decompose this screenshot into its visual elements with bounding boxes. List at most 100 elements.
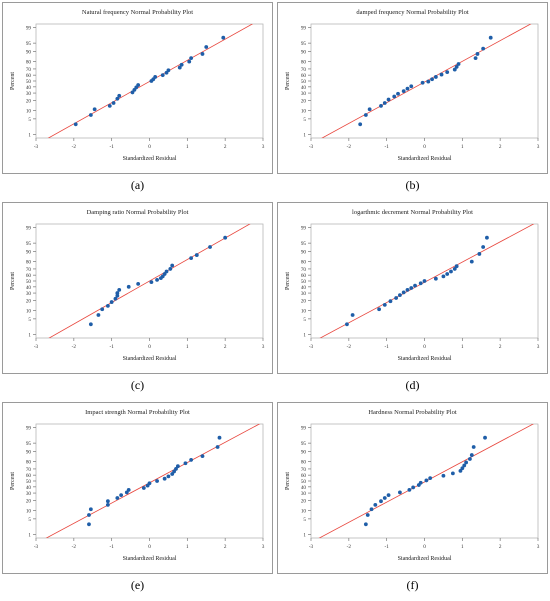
y-tick-label: 95	[26, 241, 32, 247]
y-tick-label: 95	[301, 241, 307, 247]
x-tick-label: -2	[347, 544, 352, 550]
data-point	[208, 245, 212, 249]
data-point	[426, 79, 431, 84]
y-tick-label: 90	[301, 50, 307, 56]
y-tick-label: 40	[26, 485, 32, 491]
data-point	[179, 62, 184, 67]
data-point	[413, 283, 417, 288]
data-point	[147, 481, 152, 486]
data-point	[464, 460, 469, 465]
chart-title: Impact strength Normal Probability Plot	[85, 409, 190, 416]
data-point	[445, 70, 450, 75]
data-point	[166, 474, 171, 479]
data-point	[88, 113, 93, 117]
data-point	[485, 235, 489, 240]
data-point	[454, 64, 459, 69]
data-point	[407, 487, 412, 492]
data-point	[409, 84, 414, 89]
data-point	[481, 245, 486, 249]
data-point	[350, 313, 355, 317]
y-tick-label: 70	[26, 467, 32, 473]
y-tick-label: 95	[301, 441, 307, 447]
y-tick-label: 60	[26, 473, 32, 479]
data-point	[119, 493, 124, 498]
x-tick-label: -1	[385, 344, 390, 350]
y-tick-label: 99	[301, 425, 307, 431]
y-tick-label: 5	[303, 117, 306, 123]
x-tick-label: -1	[110, 544, 115, 550]
y-tick-label: 90	[26, 50, 32, 56]
panel-caption: (a)	[130, 178, 145, 192]
y-tick-label: 50	[26, 279, 32, 285]
y-tick-label: 1	[28, 333, 31, 339]
chart-panel-1: Natural frequency Normal Probability Plo…	[2, 2, 273, 198]
data-point	[449, 269, 453, 274]
data-point	[168, 267, 173, 271]
data-point	[396, 91, 400, 96]
data-point	[420, 80, 425, 85]
x-axis-label: Standardized Residual	[123, 556, 177, 562]
y-tick-label: 80	[301, 460, 307, 466]
data-point	[162, 476, 167, 481]
y-tick-label: 50	[26, 79, 32, 85]
data-point	[136, 281, 141, 286]
y-tick-label: 10	[26, 308, 32, 314]
data-point	[398, 293, 402, 298]
y-tick-label: 5	[28, 117, 31, 123]
y-tick-label: 80	[26, 60, 32, 66]
data-point	[174, 467, 178, 471]
data-point	[189, 56, 194, 61]
data-point	[418, 480, 423, 485]
x-tick-label: -2	[72, 344, 77, 350]
x-tick-label: 1	[461, 544, 464, 550]
data-point	[149, 280, 154, 285]
data-point	[187, 59, 192, 64]
chart-title: Natural frequency Normal Probability Plo…	[82, 9, 193, 16]
data-point	[488, 35, 493, 40]
y-axis-label: Percent	[10, 272, 16, 290]
x-tick-label: -3	[309, 144, 314, 150]
y-tick-label: 10	[301, 508, 307, 514]
chart-border	[277, 2, 548, 174]
data-point	[87, 522, 91, 527]
chart-title: Damping ratio Normal Probability Plot	[87, 209, 189, 216]
data-point	[458, 468, 463, 473]
data-point	[433, 75, 438, 79]
x-axis-label: Standardized Residual	[398, 356, 452, 362]
data-point	[452, 67, 457, 72]
panel-caption: (c)	[130, 378, 145, 392]
data-point	[386, 493, 391, 498]
x-tick-label: -3	[34, 344, 39, 350]
x-tick-label: -1	[110, 344, 115, 350]
y-tick-label: 70	[301, 67, 307, 73]
chart-panel-4: logarthmic decrement Normal Probability …	[277, 202, 548, 398]
x-tick-label: 2	[224, 344, 227, 350]
data-point	[441, 274, 446, 279]
data-point	[136, 83, 141, 87]
data-point	[126, 284, 131, 289]
x-axis-label: Standardized Residual	[398, 556, 452, 562]
data-point	[363, 113, 368, 117]
data-point	[456, 62, 461, 66]
data-point	[481, 46, 486, 51]
data-point	[109, 300, 114, 304]
data-point	[88, 322, 93, 327]
chart-title: Hardness Normal Probability Plot	[368, 409, 456, 416]
chart-svg: Damping ratio Normal Probability Plot 1 5 1…	[2, 202, 273, 374]
data-point	[424, 478, 429, 483]
y-tick-label: 5	[28, 317, 31, 323]
reference-line	[318, 424, 534, 538]
y-tick-label: 50	[301, 79, 307, 85]
data-point	[223, 235, 228, 240]
x-tick-label: 1	[461, 144, 464, 150]
data-point	[105, 499, 110, 504]
panel-caption: (d)	[405, 378, 420, 392]
data-point	[96, 313, 101, 317]
chart-svg: Natural frequency Normal Probability Plo…	[2, 2, 273, 174]
y-tick-label: 30	[26, 91, 32, 97]
x-tick-label: 1	[186, 144, 189, 150]
y-tick-label: 30	[26, 291, 32, 297]
data-point	[394, 296, 399, 300]
x-tick-label: 1	[186, 344, 189, 350]
data-point	[460, 466, 465, 471]
